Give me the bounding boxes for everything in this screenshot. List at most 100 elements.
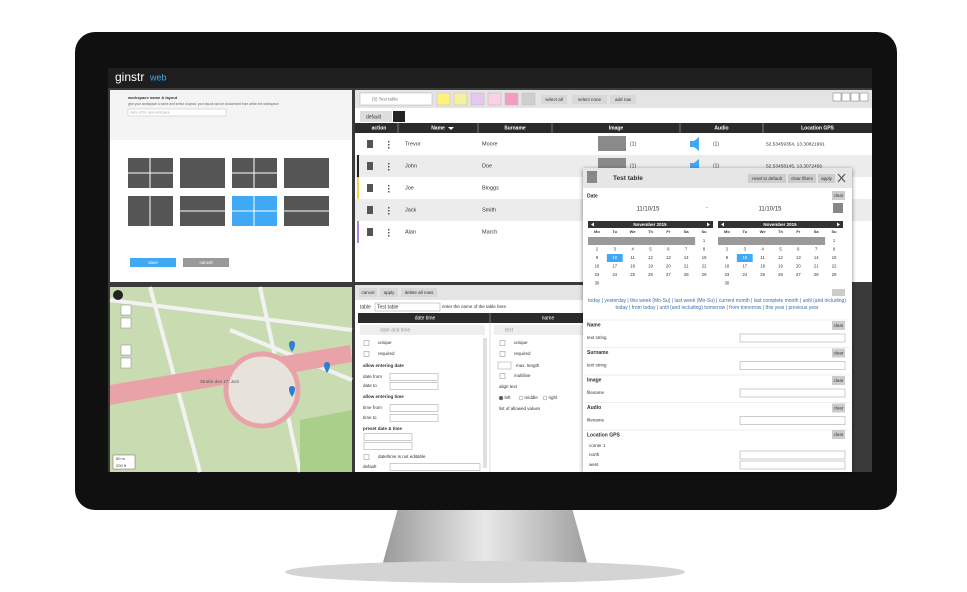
calendar-day[interactable]: 23 bbox=[725, 272, 730, 277]
calendar-day[interactable]: 6 bbox=[667, 247, 670, 252]
calendar-day[interactable]: 19 bbox=[778, 264, 783, 269]
radio[interactable] bbox=[498, 395, 504, 401]
button-label[interactable]: clear bbox=[834, 432, 844, 437]
calendar-day[interactable]: 2 bbox=[596, 247, 599, 252]
text-input[interactable] bbox=[389, 463, 481, 471]
calendar-day[interactable]: 23 bbox=[595, 272, 600, 277]
button[interactable] bbox=[572, 95, 607, 104]
window-button[interactable] bbox=[859, 92, 869, 102]
calendar-day[interactable]: 28 bbox=[814, 272, 819, 277]
calendar-day[interactable]: 27 bbox=[796, 272, 801, 277]
calendar-day[interactable]: 10 bbox=[612, 255, 617, 260]
button[interactable] bbox=[832, 376, 845, 385]
calendar-day[interactable]: 3 bbox=[614, 247, 617, 252]
map-zoom[interactable] bbox=[120, 344, 132, 356]
text-input[interactable] bbox=[374, 302, 441, 312]
calendar-next[interactable] bbox=[707, 222, 710, 227]
calendar-day[interactable]: 16 bbox=[725, 264, 730, 269]
calendar-day[interactable]: 5 bbox=[649, 247, 652, 252]
button-label[interactable]: reset to default bbox=[752, 176, 783, 181]
calendar-day[interactable]: 5 bbox=[779, 247, 782, 252]
map-zoom[interactable] bbox=[120, 317, 132, 329]
map-zoom[interactable] bbox=[120, 304, 132, 316]
layout-tile[interactable] bbox=[284, 158, 329, 188]
color-filter[interactable] bbox=[487, 92, 502, 106]
button-label[interactable]: clear bbox=[834, 323, 844, 328]
delete-icon[interactable] bbox=[367, 140, 373, 148]
calendar-prev[interactable] bbox=[591, 222, 594, 227]
text-input[interactable] bbox=[363, 433, 413, 441]
delete-icon[interactable] bbox=[367, 162, 373, 170]
calendar-day[interactable]: 25 bbox=[760, 272, 765, 277]
map-button[interactable] bbox=[113, 290, 123, 300]
button-label[interactable]: delete all rows bbox=[405, 290, 435, 295]
add-tab[interactable] bbox=[393, 111, 405, 122]
map-zoom[interactable] bbox=[120, 357, 132, 369]
calendar-day[interactable]: 1 bbox=[703, 238, 706, 243]
button-label[interactable]: select all bbox=[545, 97, 563, 102]
calendar-day[interactable]: 7 bbox=[685, 247, 688, 252]
calendar-day[interactable]: 20 bbox=[796, 264, 801, 269]
calendar-day[interactable]: 13 bbox=[666, 255, 671, 260]
checkbox[interactable] bbox=[363, 351, 370, 357]
calendar-day[interactable]: 25 bbox=[630, 272, 635, 277]
checkbox[interactable] bbox=[363, 454, 370, 460]
calendar-day[interactable]: 15 bbox=[702, 255, 707, 260]
calendar-day[interactable]: 4 bbox=[631, 247, 634, 252]
map-marker[interactable] bbox=[289, 386, 295, 397]
calendar-day[interactable]: 15 bbox=[832, 255, 837, 260]
button[interactable] bbox=[359, 288, 377, 297]
button[interactable] bbox=[818, 174, 835, 183]
text-input[interactable] bbox=[739, 416, 846, 425]
calendar-day[interactable]: 14 bbox=[684, 255, 689, 260]
checkbox[interactable] bbox=[499, 340, 506, 346]
window-button[interactable] bbox=[832, 92, 842, 102]
calendar-day[interactable]: 9 bbox=[596, 255, 599, 260]
button-label[interactable]: apply bbox=[384, 290, 396, 295]
calendar-day[interactable]: 16 bbox=[595, 264, 600, 269]
delete-icon[interactable] bbox=[367, 228, 373, 236]
calendar-day[interactable]: 13 bbox=[796, 255, 801, 260]
button-label[interactable]: clear bbox=[834, 350, 844, 355]
radio[interactable] bbox=[518, 395, 524, 401]
button-label[interactable]: cancel bbox=[361, 290, 374, 295]
button-label[interactable]: clear bbox=[834, 378, 844, 383]
calendar-day[interactable]: 8 bbox=[833, 247, 836, 252]
button-label[interactable]: clear bbox=[834, 405, 844, 410]
search-box[interactable] bbox=[359, 92, 433, 106]
calendar-day[interactable]: 26 bbox=[778, 272, 783, 277]
calendar-day[interactable]: 27 bbox=[666, 272, 671, 277]
delete-icon[interactable] bbox=[367, 184, 373, 192]
button[interactable] bbox=[748, 174, 786, 183]
calendar-day[interactable]: 26 bbox=[648, 272, 653, 277]
button[interactable] bbox=[832, 403, 845, 413]
text-input[interactable] bbox=[739, 450, 846, 460]
button[interactable] bbox=[832, 191, 845, 200]
color-filter[interactable] bbox=[521, 92, 536, 106]
text-input[interactable] bbox=[389, 414, 439, 422]
button[interactable] bbox=[610, 95, 636, 104]
calendar-day[interactable]: 10 bbox=[742, 255, 747, 260]
calendar-icon[interactable] bbox=[833, 203, 843, 213]
color-filter[interactable] bbox=[453, 92, 468, 106]
text-input[interactable] bbox=[739, 361, 846, 370]
tab[interactable] bbox=[360, 111, 392, 122]
button-label[interactable]: clear filters bbox=[791, 176, 814, 181]
calendar-day[interactable]: 20 bbox=[666, 264, 671, 269]
button[interactable] bbox=[832, 430, 845, 439]
color-filter[interactable] bbox=[470, 92, 485, 106]
text-input[interactable] bbox=[389, 404, 439, 412]
button[interactable] bbox=[788, 174, 816, 183]
calendar-day[interactable]: 14 bbox=[814, 255, 819, 260]
window-button[interactable] bbox=[841, 92, 851, 102]
calendar-day[interactable]: 12 bbox=[778, 255, 783, 260]
calendar-day[interactable]: 9 bbox=[726, 255, 729, 260]
map-marker[interactable] bbox=[324, 362, 330, 373]
calendar-day[interactable]: 21 bbox=[684, 264, 689, 269]
text-input[interactable] bbox=[389, 382, 439, 390]
text-input[interactable] bbox=[497, 361, 512, 370]
calendar-day[interactable]: 3 bbox=[744, 247, 747, 252]
checkbox[interactable] bbox=[499, 373, 506, 379]
calendar-day[interactable]: 24 bbox=[612, 272, 617, 277]
calendar-day[interactable]: 29 bbox=[702, 272, 707, 277]
